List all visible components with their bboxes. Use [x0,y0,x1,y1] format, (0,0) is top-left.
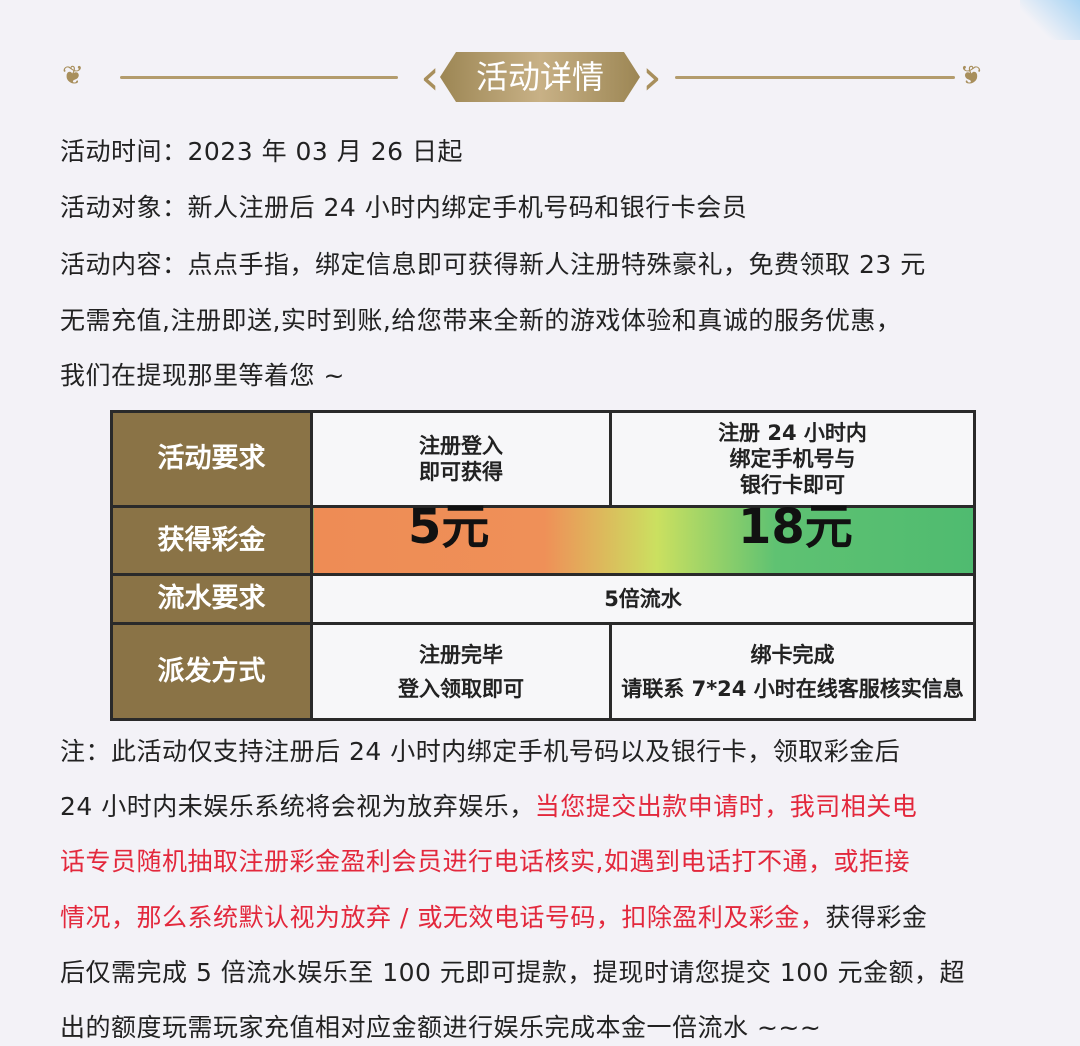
section-title: 活动详情 [440,52,640,102]
note-line-1: 注：此活动仅支持注册后 24 小时内绑定手机号码以及银行卡，领取彩金后 [60,738,900,766]
activity-content-1: 活动内容：点点手指，绑定信息即可获得新人注册特殊豪礼，免费领取 23 元 [60,251,926,279]
note-warning: 当您提交出款申请时，我司相关电 [535,792,918,821]
table-row: 流水要求 5倍流水 [112,575,975,624]
table-row: 派发方式 注册完毕 登入领取即可 绑卡完成 请联系 7*24 小时在线客服核实信… [112,624,975,720]
cell-line: 注册 24 小时内 [612,420,973,446]
bonus-bind: 18元 [738,514,853,540]
activity-time: 活动时间：2023 年 03 月 26 日起 [60,138,463,166]
table-cell: 5倍流水 [312,575,975,624]
table-cell: 注册登入 即可获得 [312,412,611,507]
cell-line: 登入领取即可 [313,676,609,702]
chevron-left-icon: ‹ [420,50,440,104]
note-text: 24 小时内未娱乐系统将会视为放弃娱乐， [60,792,535,821]
row-header: 获得彩金 [112,507,312,575]
cell-line: 银行卡即可 [612,472,973,498]
table-row: 活动要求 注册登入 即可获得 注册 24 小时内 绑定手机号与 银行卡即可 [112,412,975,507]
table-cell: 注册 24 小时内 绑定手机号与 银行卡即可 [611,412,975,507]
cell-line: 绑卡完成 [612,642,973,668]
cell-line: 注册完毕 [313,642,609,668]
row-header: 活动要求 [112,412,312,507]
note-line-5: 后仅需完成 5 倍流水娱乐至 100 元即可提款，提现时请您提交 100 元金额… [60,959,965,987]
row-header: 派发方式 [112,624,312,720]
ornament-left-icon: ❦ [62,62,84,90]
activity-table: 活动要求 注册登入 即可获得 注册 24 小时内 绑定手机号与 银行卡即可 获得… [110,410,976,721]
cell-line: 请联系 7*24 小时在线客服核实信息 [612,676,973,702]
note-line-2: 24 小时内未娱乐系统将会视为放弃娱乐，当您提交出款申请时，我司相关电 [60,793,917,821]
activity-target: 活动对象：新人注册后 24 小时内绑定手机号码和银行卡会员 [60,194,747,222]
note-warning: 情况，那么系统默认视为放弃 / 或无效电话号码，扣除盈利及彩金， [60,903,825,932]
note-line-6: 出的额度玩需玩家充值相对应金额进行娱乐完成本金一倍流水 ~~~ [60,1014,821,1042]
bonus-cell: 5元 18元 [312,507,975,575]
activity-content-2: 无需充值,注册即送,实时到账,给您带来全新的游戏体验和真诚的服务优惠， [60,307,901,335]
note-line-3: 话专员随机抽取注册彩金盈利会员进行电话核实,如遇到电话打不通，或拒接 [60,848,910,876]
corner-decoration [1020,0,1080,40]
row-header: 流水要求 [112,575,312,624]
ornament-right-icon: ❦ [960,62,982,90]
note-text: 获得彩金 [825,903,927,932]
cell-line: 即可获得 [313,459,609,485]
bonus-register: 5元 [408,514,489,540]
chevron-right-icon: › [642,50,662,104]
cell-line: 绑定手机号与 [612,446,973,472]
divider-right [675,76,955,79]
table-cell: 注册完毕 登入领取即可 [312,624,611,720]
note-line-4: 情况，那么系统默认视为放弃 / 或无效电话号码，扣除盈利及彩金，获得彩金 [60,904,927,932]
cell-line: 注册登入 [313,433,609,459]
table-row: 获得彩金 5元 18元 [112,507,975,575]
activity-content-3: 我们在提现那里等着您 ~ [60,362,345,390]
divider-left [120,76,398,79]
table-cell: 绑卡完成 请联系 7*24 小时在线客服核实信息 [611,624,975,720]
